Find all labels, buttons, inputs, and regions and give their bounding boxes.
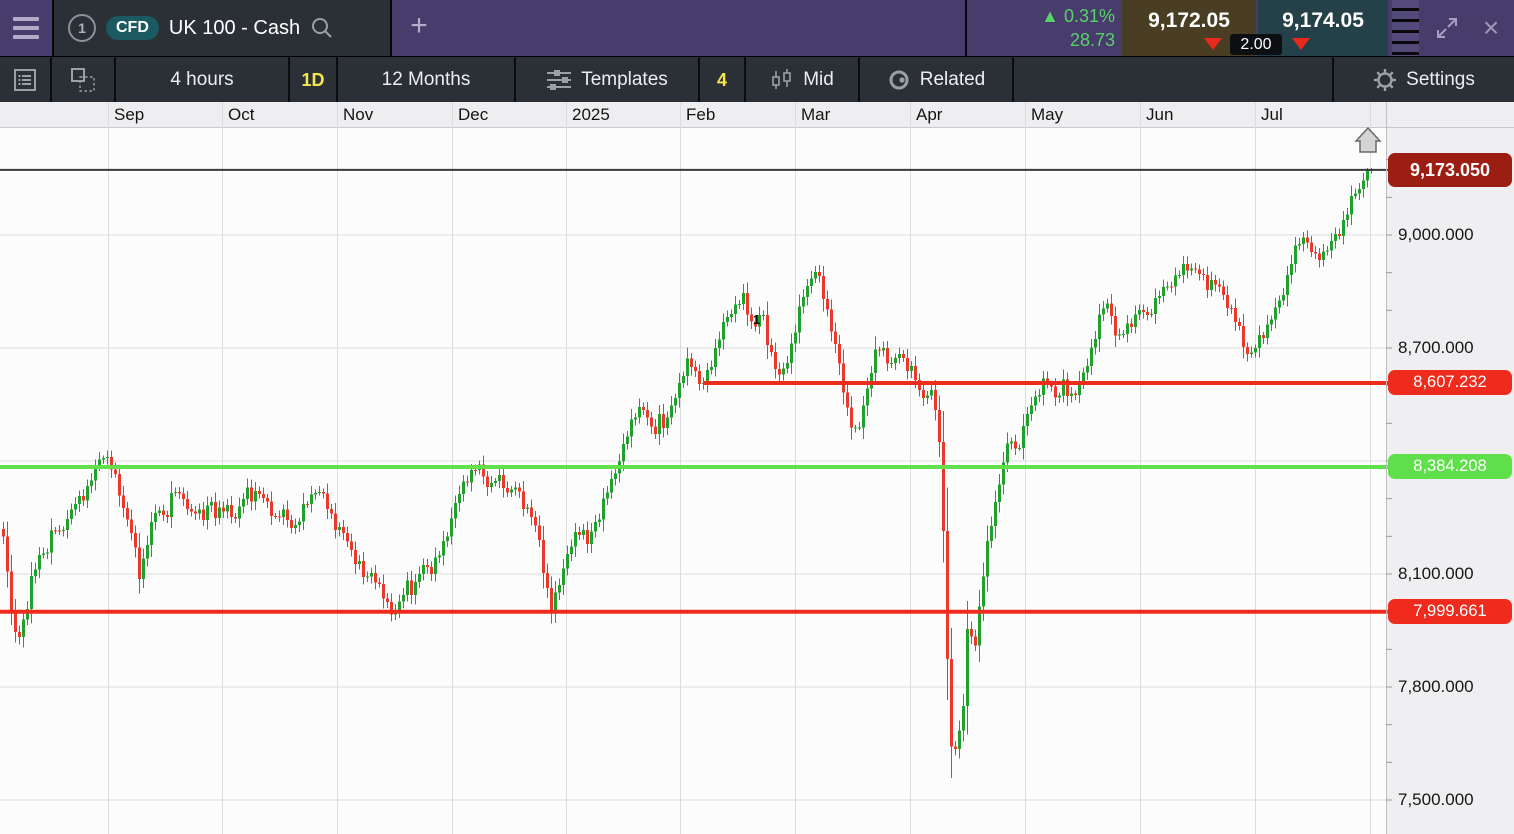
month-label: Mar bbox=[801, 105, 831, 124]
axis-tick-label: 8,100.000 bbox=[1398, 564, 1474, 583]
range-dropdown[interactable]: 12 Months bbox=[338, 57, 514, 103]
axis-tick-label: 7,500.000 bbox=[1398, 790, 1474, 809]
one-day-toggle[interactable]: 1D bbox=[290, 57, 336, 103]
templates-count: 4 bbox=[716, 69, 727, 90]
chart-number-marker[interactable]: 1 bbox=[753, 312, 760, 327]
month-strip bbox=[0, 102, 1514, 127]
range-label: 12 Months bbox=[381, 69, 471, 90]
change-points: 28.73 bbox=[1069, 30, 1115, 50]
price-level-badge-support-green[interactable]: 8,384.208 bbox=[1388, 454, 1512, 480]
month-label: Apr bbox=[916, 105, 943, 124]
one-day-label: 1D bbox=[301, 69, 325, 90]
instrument-tab[interactable]: 1 CFD UK 100 - Cash bbox=[54, 0, 390, 56]
price-level-badge-current[interactable]: 9,173.050 bbox=[1388, 152, 1512, 187]
templates-count-button[interactable]: 4 bbox=[700, 57, 744, 103]
top-bar: 1 CFD UK 100 - Cash + ▲ 0.31% 28.73 9,17… bbox=[0, 0, 1514, 56]
change-percent: ▲ 0.31% bbox=[1041, 6, 1115, 26]
up-triangle-icon: ▲ bbox=[1041, 6, 1059, 26]
watchlist-panel-icon[interactable] bbox=[1392, 0, 1419, 56]
axis-tick-label: 9,000.000 bbox=[1398, 225, 1474, 244]
related-button[interactable]: Related bbox=[860, 57, 1012, 103]
price-chart[interactable]: 1 Sep Oct Nov Dec 2025 Feb Mar Apr May Jun Jul 9,00… bbox=[0, 102, 1514, 834]
hamburger-menu-icon[interactable] bbox=[0, 0, 52, 56]
gear-icon bbox=[1374, 69, 1397, 91]
chart-toolbar: 4 hours 1D 12 Months Templates 4 Mid bbox=[0, 56, 1514, 106]
divider bbox=[390, 0, 392, 56]
hamburger-bar bbox=[13, 17, 39, 21]
instrument-title: UK 100 - Cash bbox=[168, 16, 301, 39]
month-label: Sep bbox=[114, 105, 145, 124]
month-label: Jul bbox=[1261, 105, 1283, 124]
eye-icon bbox=[889, 70, 909, 90]
templates-label: Templates bbox=[581, 69, 668, 90]
month-label: 2025 bbox=[572, 105, 610, 124]
hamburger-bar bbox=[13, 35, 39, 39]
buy-price: 9,174.05 bbox=[1282, 9, 1364, 32]
up-arrow-marker-icon[interactable] bbox=[1354, 126, 1382, 153]
layout-grid-icon bbox=[71, 68, 95, 92]
related-label: Related bbox=[919, 69, 986, 90]
timeframe-dropdown[interactable]: 4 hours bbox=[116, 57, 288, 103]
month-label: Feb bbox=[686, 105, 716, 124]
axis-tick-label: 8,700.000 bbox=[1398, 338, 1474, 357]
templates-button[interactable]: Templates bbox=[516, 57, 698, 103]
price-level-badge-support-red[interactable]: 7,999.661 bbox=[1388, 599, 1512, 625]
price-type-label: Mid bbox=[803, 69, 834, 90]
sell-down-arrow-icon bbox=[1204, 38, 1222, 50]
buy-down-arrow-icon bbox=[1292, 38, 1310, 50]
month-label: Nov bbox=[343, 105, 374, 124]
month-label: Dec bbox=[458, 105, 489, 124]
candlestick-series bbox=[2, 167, 1373, 779]
sell-price: 9,172.05 bbox=[1148, 9, 1230, 32]
expand-icon[interactable] bbox=[1434, 15, 1460, 41]
spread-badge: 2.00 bbox=[1230, 34, 1282, 55]
settings-button[interactable]: Settings bbox=[1334, 57, 1514, 103]
layout-button[interactable] bbox=[52, 57, 114, 103]
tab-number-badge: 1 bbox=[68, 14, 96, 42]
close-icon[interactable]: × bbox=[1482, 12, 1500, 43]
candlestick-plot: 1 bbox=[0, 102, 1514, 834]
sliders-icon bbox=[547, 70, 572, 90]
sell-price-button[interactable]: 9,172.05 bbox=[1122, 0, 1256, 56]
month-label: Jun bbox=[1146, 105, 1174, 124]
price-type-dropdown[interactable]: Mid bbox=[746, 57, 858, 103]
candlestick-icon bbox=[772, 69, 791, 89]
watchlist-toggle-button[interactable] bbox=[0, 57, 50, 103]
month-label: May bbox=[1031, 105, 1064, 124]
list-panel-icon bbox=[14, 69, 36, 91]
timeframe-label: 4 hours bbox=[170, 69, 234, 90]
hamburger-bar bbox=[13, 26, 39, 30]
settings-label: Settings bbox=[1406, 69, 1475, 90]
divider bbox=[965, 0, 967, 56]
search-icon[interactable] bbox=[310, 16, 334, 40]
price-change-block: ▲ 0.31% 28.73 bbox=[967, 4, 1115, 52]
divider bbox=[52, 0, 54, 56]
add-tab-button[interactable]: + bbox=[410, 9, 428, 42]
price-level-badge-resistance[interactable]: 8,607.232 bbox=[1388, 370, 1512, 396]
axis-tick-label: 7,800.000 bbox=[1398, 677, 1474, 696]
cfd-badge: CFD bbox=[106, 16, 159, 40]
month-label: Oct bbox=[228, 105, 255, 124]
